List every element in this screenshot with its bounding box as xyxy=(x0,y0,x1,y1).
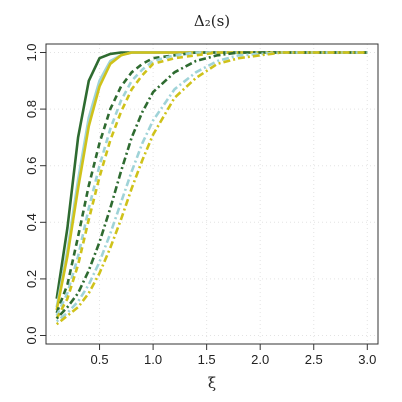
y-tick-label: 1.0 xyxy=(24,43,39,61)
y-tick-label: 0.8 xyxy=(24,100,39,118)
series-line-8 xyxy=(55,51,368,323)
x-axis: 0.5 1.0 1.5 2.0 2.5 3.0 xyxy=(91,344,376,367)
series-line-6 xyxy=(55,51,368,320)
y-tick-label: 0.2 xyxy=(24,270,39,288)
x-tick-label: 3.0 xyxy=(358,352,376,367)
y-axis: 0.0 0.2 0.4 0.6 0.8 1.0 xyxy=(24,43,46,345)
x-axis-label: ξ xyxy=(208,374,216,392)
chart-title: Δ₂(s) xyxy=(194,12,230,30)
x-tick-label: 1.0 xyxy=(144,352,162,367)
y-tick-label: 0.4 xyxy=(24,213,39,231)
series-line-2 xyxy=(55,51,368,308)
x-tick-label: 1.5 xyxy=(198,352,216,367)
series-line-7 xyxy=(55,51,368,320)
series-line-9 xyxy=(55,51,368,326)
series-line-1 xyxy=(55,51,368,299)
series-line-4 xyxy=(55,51,368,314)
x-tick-label: 0.5 xyxy=(91,352,109,367)
plot-frame xyxy=(45,43,379,345)
x-tick-label: 2.0 xyxy=(251,352,269,367)
series-line-3 xyxy=(55,51,368,311)
series-line-5 xyxy=(55,51,368,317)
y-tick-label: 0.0 xyxy=(24,326,39,344)
x-tick-label: 2.5 xyxy=(305,352,323,367)
series-layer xyxy=(55,51,368,326)
y-tick-label: 0.6 xyxy=(24,157,39,175)
